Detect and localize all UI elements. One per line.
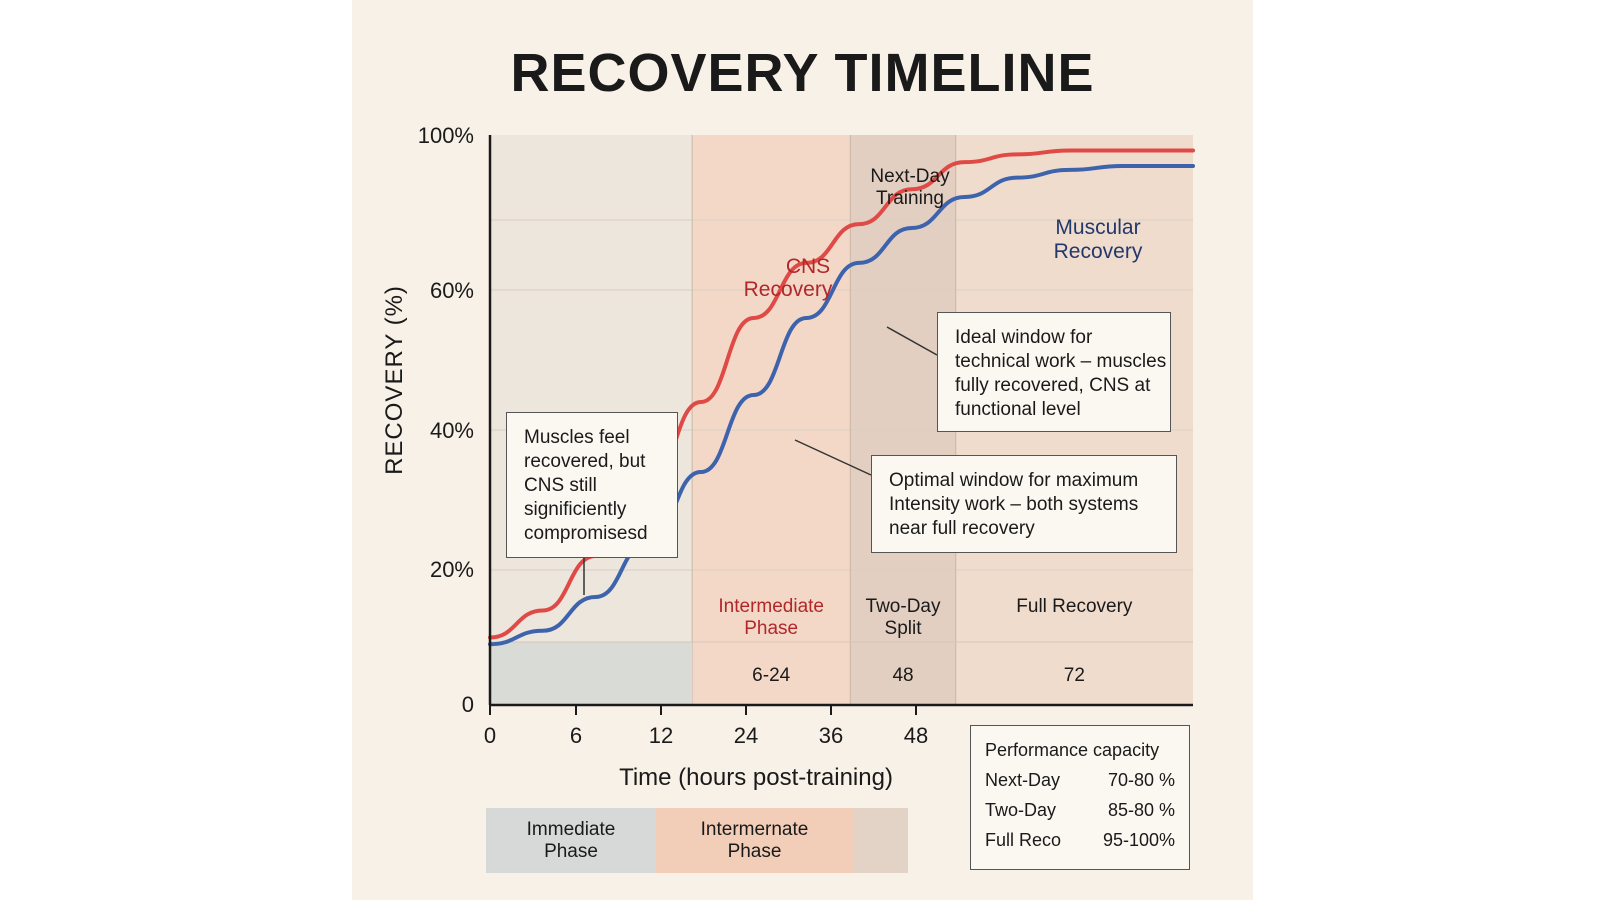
next-day-label: Next-Day [870,166,950,187]
y-tick-label: 20% [430,557,474,582]
performance-row-label: Full Reco [985,830,1062,850]
cns-label: CNS [786,255,830,278]
y-tick-label: 0 [462,692,474,717]
muscular-label: Muscular [1055,216,1140,239]
cns-label: Recovery [744,278,833,301]
callout-ideal-leader [886,326,938,356]
legend-intermediate: Intermernate Phase [656,808,853,873]
x-tick-label: 12 [649,723,673,748]
performance-row-value: 95-100% [1102,830,1175,850]
x-tick-label: 36 [819,723,843,748]
x-tick-label: 0 [484,723,496,748]
immediate-strip [490,642,693,705]
performance-row-value: 70-80 % [1107,770,1175,790]
performance-title: Performance capacity [985,740,1160,760]
phase-hours: 6-24 [752,665,790,686]
legend-immediate: Immediate Phase [486,808,656,873]
callout-optimal-leader [794,439,872,476]
performance-row-label: Next-Day [985,770,1061,790]
phase-legend: Immediate Phase Intermernate Phase [486,808,908,873]
y-tick-label: 60% [430,278,474,303]
phase-band [692,135,851,705]
phase-name-two-day: Split [885,618,923,639]
next-day-label: Training [876,188,944,209]
performance-row-value: 85-80 % [1107,800,1175,820]
callout-ideal-text: Ideal window for technical work – muscle… [955,327,1167,420]
x-tick-label: 48 [904,723,928,748]
phase-name-intermediate: Intermediate [718,596,824,617]
callout-muscles: Muscles feel recovered, but CNS still si… [506,412,678,558]
phase-name-two-day: Two-Day [866,596,941,617]
phase-name-intermediate: Phase [744,618,798,639]
callout-optimal: Optimal window for maximum Intensity wor… [871,455,1177,553]
x-tick-label: 6 [570,723,582,748]
performance-row-label: Two-Day [985,800,1057,820]
phase-name-full: Full Recovery [1016,596,1133,617]
performance-capacity-table: Performance capacity Next-Day 70-80 % Tw… [970,725,1190,870]
performance-row: Next-Day 70-80 % [985,770,1175,791]
performance-row: Two-Day 85-80 % [985,800,1175,821]
y-tick-label: 40% [430,418,474,443]
legend-immediate-label: Immediate Phase [526,818,616,862]
chart-title: RECOVERY TIMELINE [510,43,1095,103]
callout-ideal: Ideal window for technical work – muscle… [937,312,1171,432]
x-axis-title: Time (hours post-training) [619,764,893,791]
legend-intermediate-label: Intermernate Phase [700,818,809,862]
callout-muscles-text: Muscles feel recovered, but CNS still si… [524,427,648,544]
x-tick-label: 24 [734,723,758,748]
muscular-recovery-line [488,163,1195,647]
y-tick-label: 100% [418,123,474,148]
phase-hours: 72 [1064,665,1085,686]
y-axis-title: RECOVERY (%) [381,285,408,475]
muscular-label: Recovery [1054,240,1143,263]
callout-optimal-text: Optimal window for maximum Intensity wor… [889,470,1139,539]
phase-hours: 48 [892,665,913,686]
legend-extra [853,808,908,873]
performance-row: Full Reco 95-100% [985,830,1175,851]
